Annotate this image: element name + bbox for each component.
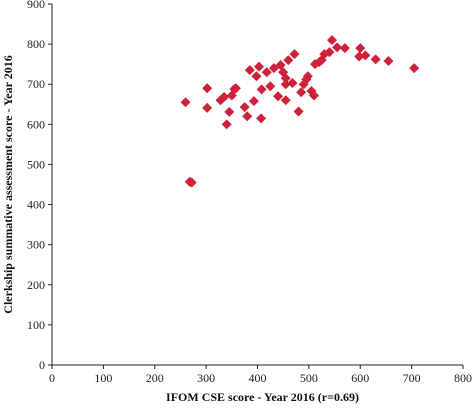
data-point — [302, 71, 313, 82]
data-point — [244, 65, 255, 76]
data-point — [219, 92, 230, 103]
data-point — [283, 55, 294, 66]
data-point — [370, 54, 381, 65]
data-point — [280, 73, 291, 84]
axes: 0 100 200 300 400 500 600 700 800 900 0 100 200 300 40… — [27, 0, 472, 385]
data-point — [251, 71, 262, 82]
data-point — [202, 83, 213, 94]
y-tick-label: 200 — [27, 278, 45, 292]
data-point — [261, 67, 272, 78]
x-tick-label: 500 — [300, 371, 318, 385]
data-point — [289, 49, 300, 60]
data-point — [309, 90, 320, 101]
data-point — [409, 63, 420, 74]
x-tick-label: 600 — [351, 371, 369, 385]
y-tick-label: 800 — [27, 37, 45, 51]
data-point — [202, 102, 213, 113]
data-point — [256, 113, 267, 124]
data-points — [180, 35, 420, 188]
data-point — [254, 61, 265, 72]
data-point — [239, 102, 250, 113]
data-point — [280, 79, 291, 90]
x-tick-label: 0 — [49, 371, 55, 385]
x-tick-label: 300 — [197, 371, 215, 385]
y-tick-label: 900 — [27, 0, 45, 11]
y-tick-label: 700 — [27, 77, 45, 91]
x-tick-label: 200 — [146, 371, 164, 385]
y-tick-label: 0 — [39, 358, 45, 372]
data-point — [265, 81, 276, 92]
y-axis-title: Clerkship summative assessment score - Y… — [1, 55, 15, 313]
data-point — [221, 119, 232, 130]
y-tick-label: 600 — [27, 117, 45, 131]
data-point — [332, 42, 343, 53]
x-axis-title: IFOM CSE score - Year 2016 (r=0.69) — [166, 390, 359, 404]
data-point — [293, 106, 304, 117]
data-point — [273, 91, 284, 102]
x-tick-label: 800 — [454, 371, 472, 385]
x-tick-label: 400 — [249, 371, 267, 385]
data-point — [355, 43, 366, 54]
data-point — [280, 95, 291, 106]
data-point — [383, 55, 394, 66]
data-point — [256, 84, 267, 95]
data-point — [180, 97, 191, 108]
data-point — [326, 35, 337, 46]
data-point — [242, 111, 253, 122]
data-point — [287, 78, 298, 89]
y-tick-label: 500 — [27, 157, 45, 171]
data-point — [186, 177, 197, 188]
data-point — [360, 50, 371, 61]
data-point — [248, 96, 259, 107]
y-tick-label: 100 — [27, 318, 45, 332]
data-point — [339, 43, 350, 54]
y-tick-label: 400 — [27, 198, 45, 212]
data-point — [324, 47, 335, 58]
x-tick-label: 700 — [403, 371, 421, 385]
y-tick-label: 300 — [27, 238, 45, 252]
data-point — [296, 87, 307, 98]
data-point — [230, 83, 241, 94]
data-point — [224, 106, 235, 117]
x-tick-label: 100 — [94, 371, 112, 385]
